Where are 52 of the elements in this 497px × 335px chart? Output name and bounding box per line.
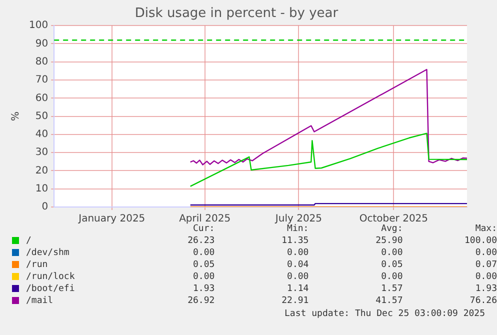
text: 26.23 [186, 235, 215, 247]
y-tick-label: 80 [35, 56, 48, 68]
legend-label: / [25, 235, 32, 247]
text: 1.57 [380, 283, 403, 295]
text: 1.93 [474, 283, 497, 295]
legend-label: /run/lock [25, 271, 76, 283]
text: Last update: Thu Dec 25 03:00:09 2025 [284, 309, 485, 319]
text: 41.57 [374, 295, 403, 307]
text: 100.00 [463, 235, 497, 247]
text: 0.00 [380, 271, 403, 283]
x-tick-label: July 2025 [274, 214, 322, 225]
y-tick-label: 0 [42, 202, 48, 213]
text: 0.00 [192, 271, 215, 283]
text: 76.26 [468, 295, 497, 307]
text: 22.91 [280, 295, 309, 307]
legend-label: /run [25, 259, 49, 271]
y-tick-label: 20 [35, 165, 48, 176]
text: 0.00 [286, 271, 309, 283]
legend-label: /mail [25, 295, 54, 307]
y-tick-label: 30 [35, 147, 48, 158]
text: 1.14 [286, 283, 309, 295]
legend-label: /boot/efi [25, 283, 76, 295]
text: 0.00 [474, 271, 497, 283]
x-tick-label: January 2025 [78, 214, 146, 225]
x-tick-label: April 2025 [179, 214, 231, 225]
legend-label: /dev/shm [25, 247, 70, 259]
text: Cur: [192, 224, 215, 235]
text: 0.04 [286, 259, 309, 271]
chart-title: Disk usage in percent - by year [134, 6, 339, 22]
text: 1.93 [192, 283, 215, 295]
text: 0.05 [192, 259, 215, 271]
text: 11.35 [280, 235, 309, 247]
text: 0.00 [192, 247, 215, 259]
text: 25.90 [374, 235, 403, 247]
y-axis-title: % [10, 112, 22, 122]
text: 26.92 [186, 295, 215, 307]
x-tick-label: October 2025 [359, 214, 428, 225]
text: 0.05 [380, 259, 403, 271]
y-tick-label: 40 [35, 129, 48, 140]
y-tick-label: 90 [35, 38, 48, 50]
y-tick-label: 70 [35, 74, 48, 86]
text: 0.00 [474, 247, 497, 259]
y-tick-label: 10 [35, 183, 48, 194]
y-tick-label: 60 [35, 92, 48, 104]
text: Max: [474, 223, 497, 235]
y-tick-label: 100 [28, 20, 48, 32]
text: Avg: [380, 223, 403, 235]
text: 0.00 [380, 247, 403, 259]
text: 0.00 [286, 247, 309, 259]
text: 0.07 [474, 259, 497, 271]
y-tick-label: 50 [35, 110, 48, 122]
text: Min: [286, 224, 309, 235]
